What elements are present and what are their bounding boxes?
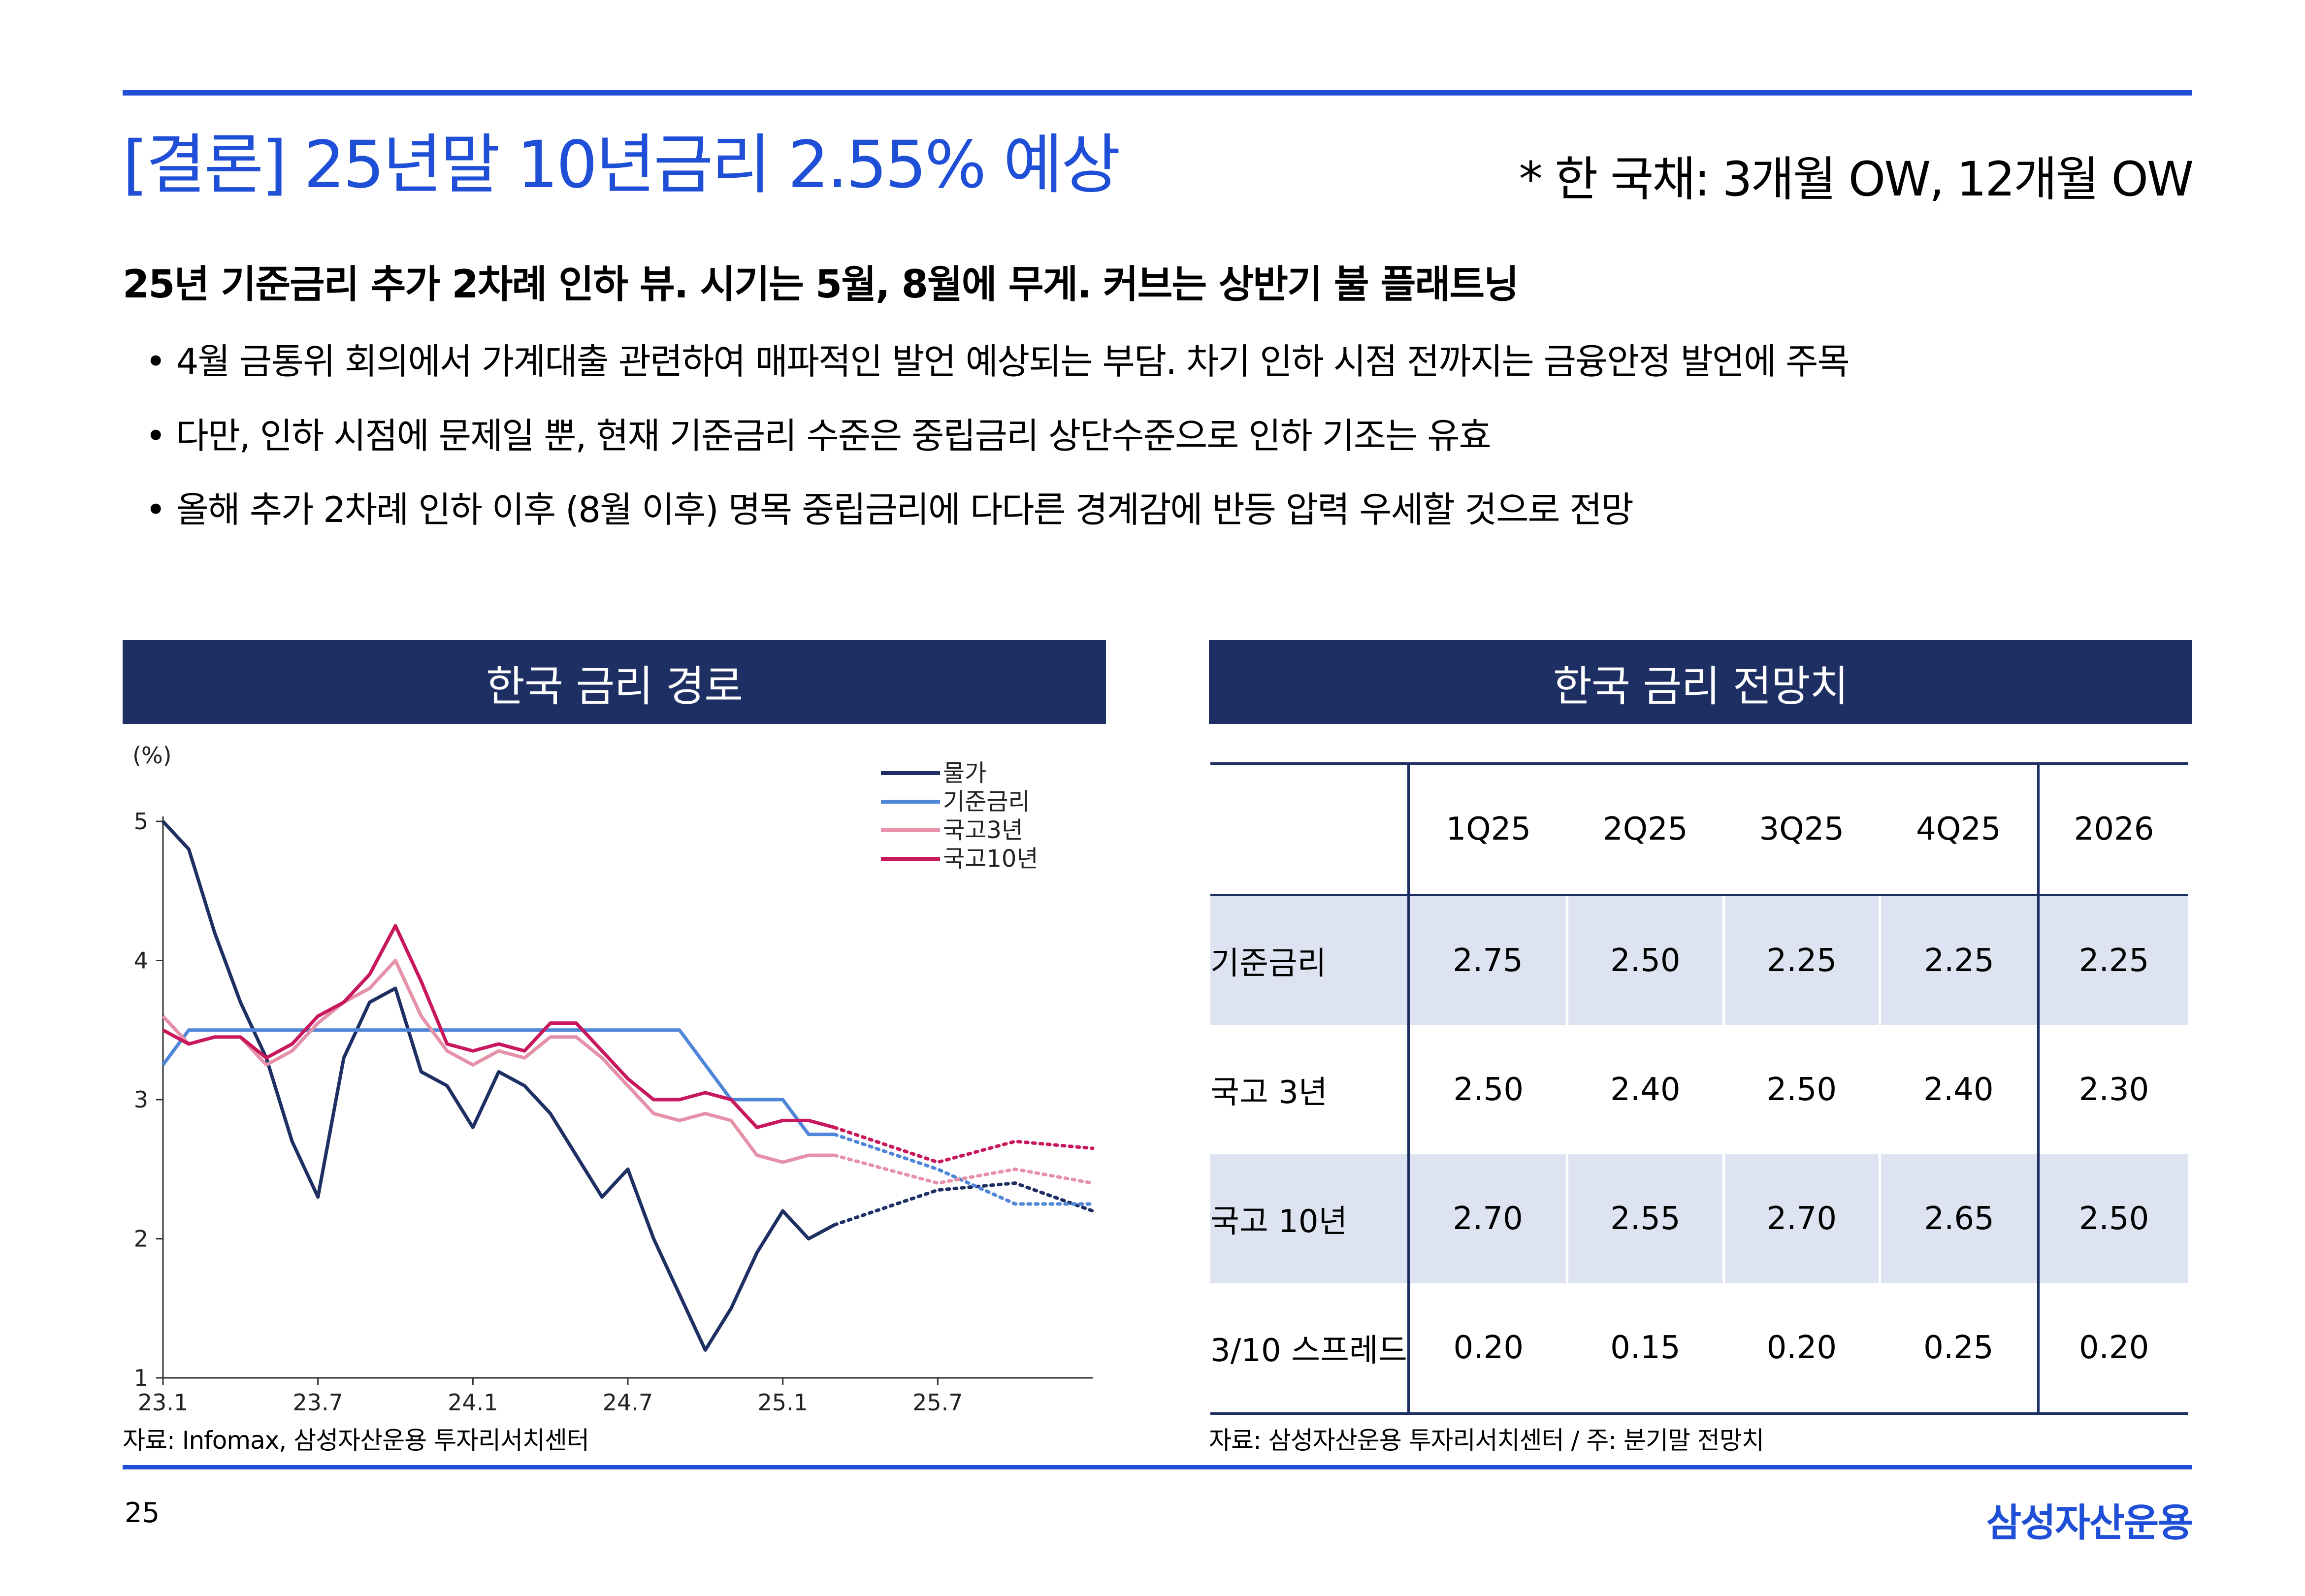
y-tick-label: 5 xyxy=(134,808,148,835)
x-tick-label: 23.1 xyxy=(138,1389,188,1416)
table-cell: 0.15 xyxy=(1567,1283,1724,1415)
bottom-rule xyxy=(123,1465,2192,1469)
table-row: 기준금리 2.75 2.50 2.25 2.25 2.25 xyxy=(1210,895,2188,1025)
summary-headline: 25년 기준금리 추가 2차례 인하 뷰. 시기는 5월, 8월에 무게. 커브… xyxy=(123,262,1519,307)
row-label: 국고 3년 xyxy=(1210,1075,1328,1111)
chart-axes: (%) 1 2 3 4 5 23.1 23.7 24.1 24.7 25.1 25.7 xyxy=(132,742,1093,1416)
y-unit-label: (%) xyxy=(132,742,172,769)
table-cell: 2.50 xyxy=(1407,1025,1567,1154)
series-line-4 xyxy=(162,924,835,1129)
y-tick-label: 3 xyxy=(134,1086,148,1113)
summary-bullet: • 올해 추가 2차례 인하 이후 (8월 이후) 명목 중립금리에 다다른 경계… xyxy=(145,481,1634,532)
column-header: 1Q25 xyxy=(1407,762,1567,896)
table-cell: 2.25 xyxy=(1879,895,2039,1025)
bullet-dot: • xyxy=(145,415,166,456)
y-tick-label: 2 xyxy=(134,1226,148,1252)
top-rule xyxy=(123,90,2192,96)
column-header: 2Q25 xyxy=(1567,762,1724,896)
bullet-text: 4월 금통위 회의에서 가계대출 관련하여 매파적인 발언 예상되는 부담. 차… xyxy=(176,341,1850,382)
company-logo: 삼성자산운용 xyxy=(1986,1501,2193,1545)
forecast-line-3 xyxy=(833,1153,1095,1185)
table-cell: 2.70 xyxy=(1722,1154,1880,1283)
table-header-row: 1Q25 2Q25 3Q25 4Q25 2026 xyxy=(1210,762,2188,896)
row-label: 기준금리 xyxy=(1210,895,1409,1025)
left-source-note: 자료: Infomax, 삼성자산운용 투자리서치센터 xyxy=(123,1426,589,1455)
table-cell: 2.75 xyxy=(1407,895,1567,1025)
table-cell: 0.20 xyxy=(2037,1283,2188,1415)
column-header: 4Q25 xyxy=(1880,762,2039,896)
table-cell: 2.40 xyxy=(1923,1072,1994,1108)
table-cell: 2.55 xyxy=(1566,1154,1724,1283)
row-label: 3/10 스프레드 xyxy=(1210,1283,1409,1415)
column-header: 2026 xyxy=(2037,762,2188,896)
x-tick-label: 23.7 xyxy=(292,1389,343,1416)
table-cell: 0.25 xyxy=(1880,1283,2039,1415)
table-cell: 0.20 xyxy=(1723,1283,1880,1415)
x-tick-label: 25.1 xyxy=(757,1389,808,1416)
table-cell: 2.70 xyxy=(1407,1154,1567,1283)
position-tag: * 한 국채: 3개월 OW, 12개월 OW xyxy=(1519,152,2194,207)
table-cell: 2.40 xyxy=(1610,1072,1681,1108)
series-line-3 xyxy=(162,959,835,1164)
table-row: 국고 3년 2.50 2.40 2.50 2.40 2.30 xyxy=(1210,1025,2188,1154)
y-tick-label: 1 xyxy=(134,1365,148,1391)
bullet-text: 다만, 인하 시점에 문제일 뿐, 현재 기준금리 수준은 중립금리 상단수준으… xyxy=(176,415,1491,456)
table-cell: 2.25 xyxy=(1722,895,1880,1025)
bullet-text: 올해 추가 2차례 인하 이후 (8월 이후) 명목 중립금리에 다다른 경계감… xyxy=(176,489,1633,530)
table-cell: 2.50 xyxy=(1766,1072,1837,1108)
table-cell: 2.50 xyxy=(2037,1154,2188,1283)
forecast-line-2 xyxy=(833,1133,1095,1206)
table-cell: 2.65 xyxy=(1879,1154,2039,1283)
legend-label: 기준금리 xyxy=(943,788,1030,815)
row-label: 국고 10년 xyxy=(1210,1154,1409,1283)
x-tick-label: 24.7 xyxy=(603,1389,653,1416)
left-panel-heading: 한국 금리 경로 xyxy=(123,640,1106,724)
table-row: 국고 10년 2.70 2.55 2.70 2.65 2.50 xyxy=(1210,1154,2188,1283)
series-line-1 xyxy=(162,820,836,1352)
summary-bullet: • 4월 금통위 회의에서 가계대출 관련하여 매파적인 발언 예상되는 부담. … xyxy=(145,332,1850,384)
table-corner-cell xyxy=(1210,762,1409,896)
right-source-note: 자료: 삼성자산운용 투자리서치센터 / 주: 분기말 전망치 xyxy=(1209,1426,1764,1455)
x-tick-label: 24.1 xyxy=(448,1389,498,1416)
column-header: 3Q25 xyxy=(1723,762,1880,896)
bullet-dot: • xyxy=(145,341,166,382)
legend-label: 국고3년 xyxy=(943,816,1023,844)
series-line-2 xyxy=(162,1028,835,1137)
table-cell: 2.25 xyxy=(2037,895,2188,1025)
table-cell: 0.20 xyxy=(1407,1283,1567,1415)
x-tick-label: 25.7 xyxy=(912,1389,963,1416)
table-cell: 2.50 xyxy=(1566,895,1724,1025)
page-title: [결론] 25년말 10년금리 2.55% 예상 xyxy=(123,127,1121,203)
bullet-dot: • xyxy=(145,489,166,530)
forecast-line-4 xyxy=(833,1126,1095,1164)
table-cell: 2.30 xyxy=(2037,1025,2188,1154)
page-number: 25 xyxy=(125,1497,160,1529)
y-tick-label: 4 xyxy=(134,947,148,974)
table-row: 3/10 스프레드 0.20 0.15 0.20 0.25 0.20 xyxy=(1210,1283,2188,1415)
legend-label: 물가 xyxy=(943,759,986,787)
legend-label: 국고10년 xyxy=(943,845,1039,873)
chart-series xyxy=(162,820,1095,1352)
forecast-table: 1Q25 2Q25 3Q25 4Q25 2026 기준금리 2.75 2.50 2.25 2.25… xyxy=(1210,762,2188,1415)
summary-bullet: • 다만, 인하 시점에 문제일 뿐, 현재 기준금리 수준은 중립금리 상단수준… xyxy=(145,407,1492,458)
right-panel-heading: 한국 금리 전망치 xyxy=(1209,640,2192,724)
